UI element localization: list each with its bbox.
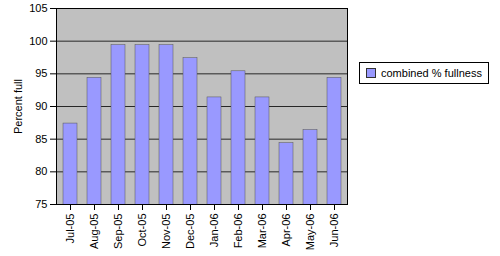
svg-text:90: 90 (35, 100, 47, 112)
html-text:combined % fullness: combined % fullness (381, 67, 482, 79)
svg-text:Sep-05: Sep-05 (112, 214, 124, 249)
svg-text:Jan-06: Jan-06 (208, 214, 220, 248)
svg-text:Feb-06: Feb-06 (232, 214, 244, 249)
svg-text:Percent full: Percent full (12, 79, 24, 134)
svg-text:80: 80 (35, 165, 47, 177)
svg-text:Jun-06: Jun-06 (328, 214, 340, 248)
svg-text:Apr-06: Apr-06 (280, 214, 292, 247)
svg-text:85: 85 (35, 133, 47, 145)
svg-text:75: 75 (35, 198, 47, 210)
svg-text:Mar-06: Mar-06 (256, 214, 268, 249)
svg-text:100: 100 (29, 35, 47, 47)
svg-text:Nov-05: Nov-05 (160, 214, 172, 249)
svg-text:Oct-05: Oct-05 (136, 214, 148, 247)
svg-text:Dec-05: Dec-05 (184, 214, 196, 249)
svg-text:105: 105 (29, 2, 47, 14)
svg-text:95: 95 (35, 67, 47, 79)
svg-text:Aug-05: Aug-05 (88, 214, 100, 249)
svg-text:Jul-05: Jul-05 (64, 214, 76, 244)
svg-text:May-06: May-06 (304, 214, 316, 251)
